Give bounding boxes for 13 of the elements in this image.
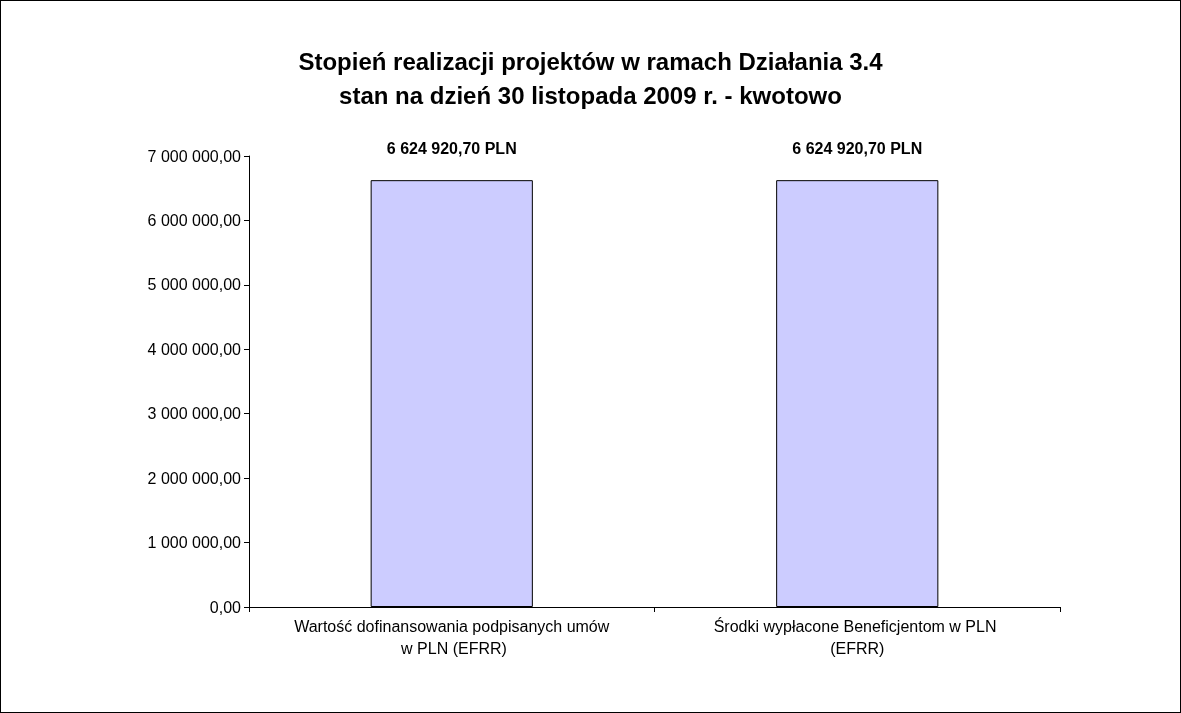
- y-tick-label: 6 000 000,00: [147, 211, 242, 229]
- chart-title: Stopień realizacji projektów w ramach Działania 3.4 stan na dzień 30 listopada 2009 r. - kwotowo: [298, 47, 884, 109]
- data-label: 6 624 920,70 PLN: [386, 139, 517, 157]
- y-tick-label: 4 000 000,00: [147, 340, 242, 358]
- data-label: 6 624 920,70 PLN: [792, 139, 923, 157]
- y-tick-label: 1 000 000,00: [147, 534, 242, 552]
- x-tick-label: Środki wypłacone Beneficjentom w PLN (EFRR): [713, 616, 1001, 657]
- y-tick-label: 3 000 000,00: [147, 405, 242, 423]
- x-tick-label: Wartość dofinansowania podpisanych umów w PLN (EFRR): [294, 617, 610, 657]
- y-tick-label: 0,00: [209, 598, 242, 616]
- y-tick-label: 7 000 000,00: [147, 147, 242, 165]
- y-tick-label: 2 000 000,00: [147, 469, 242, 487]
- y-tick-label: 5 000 000,00: [147, 276, 242, 294]
